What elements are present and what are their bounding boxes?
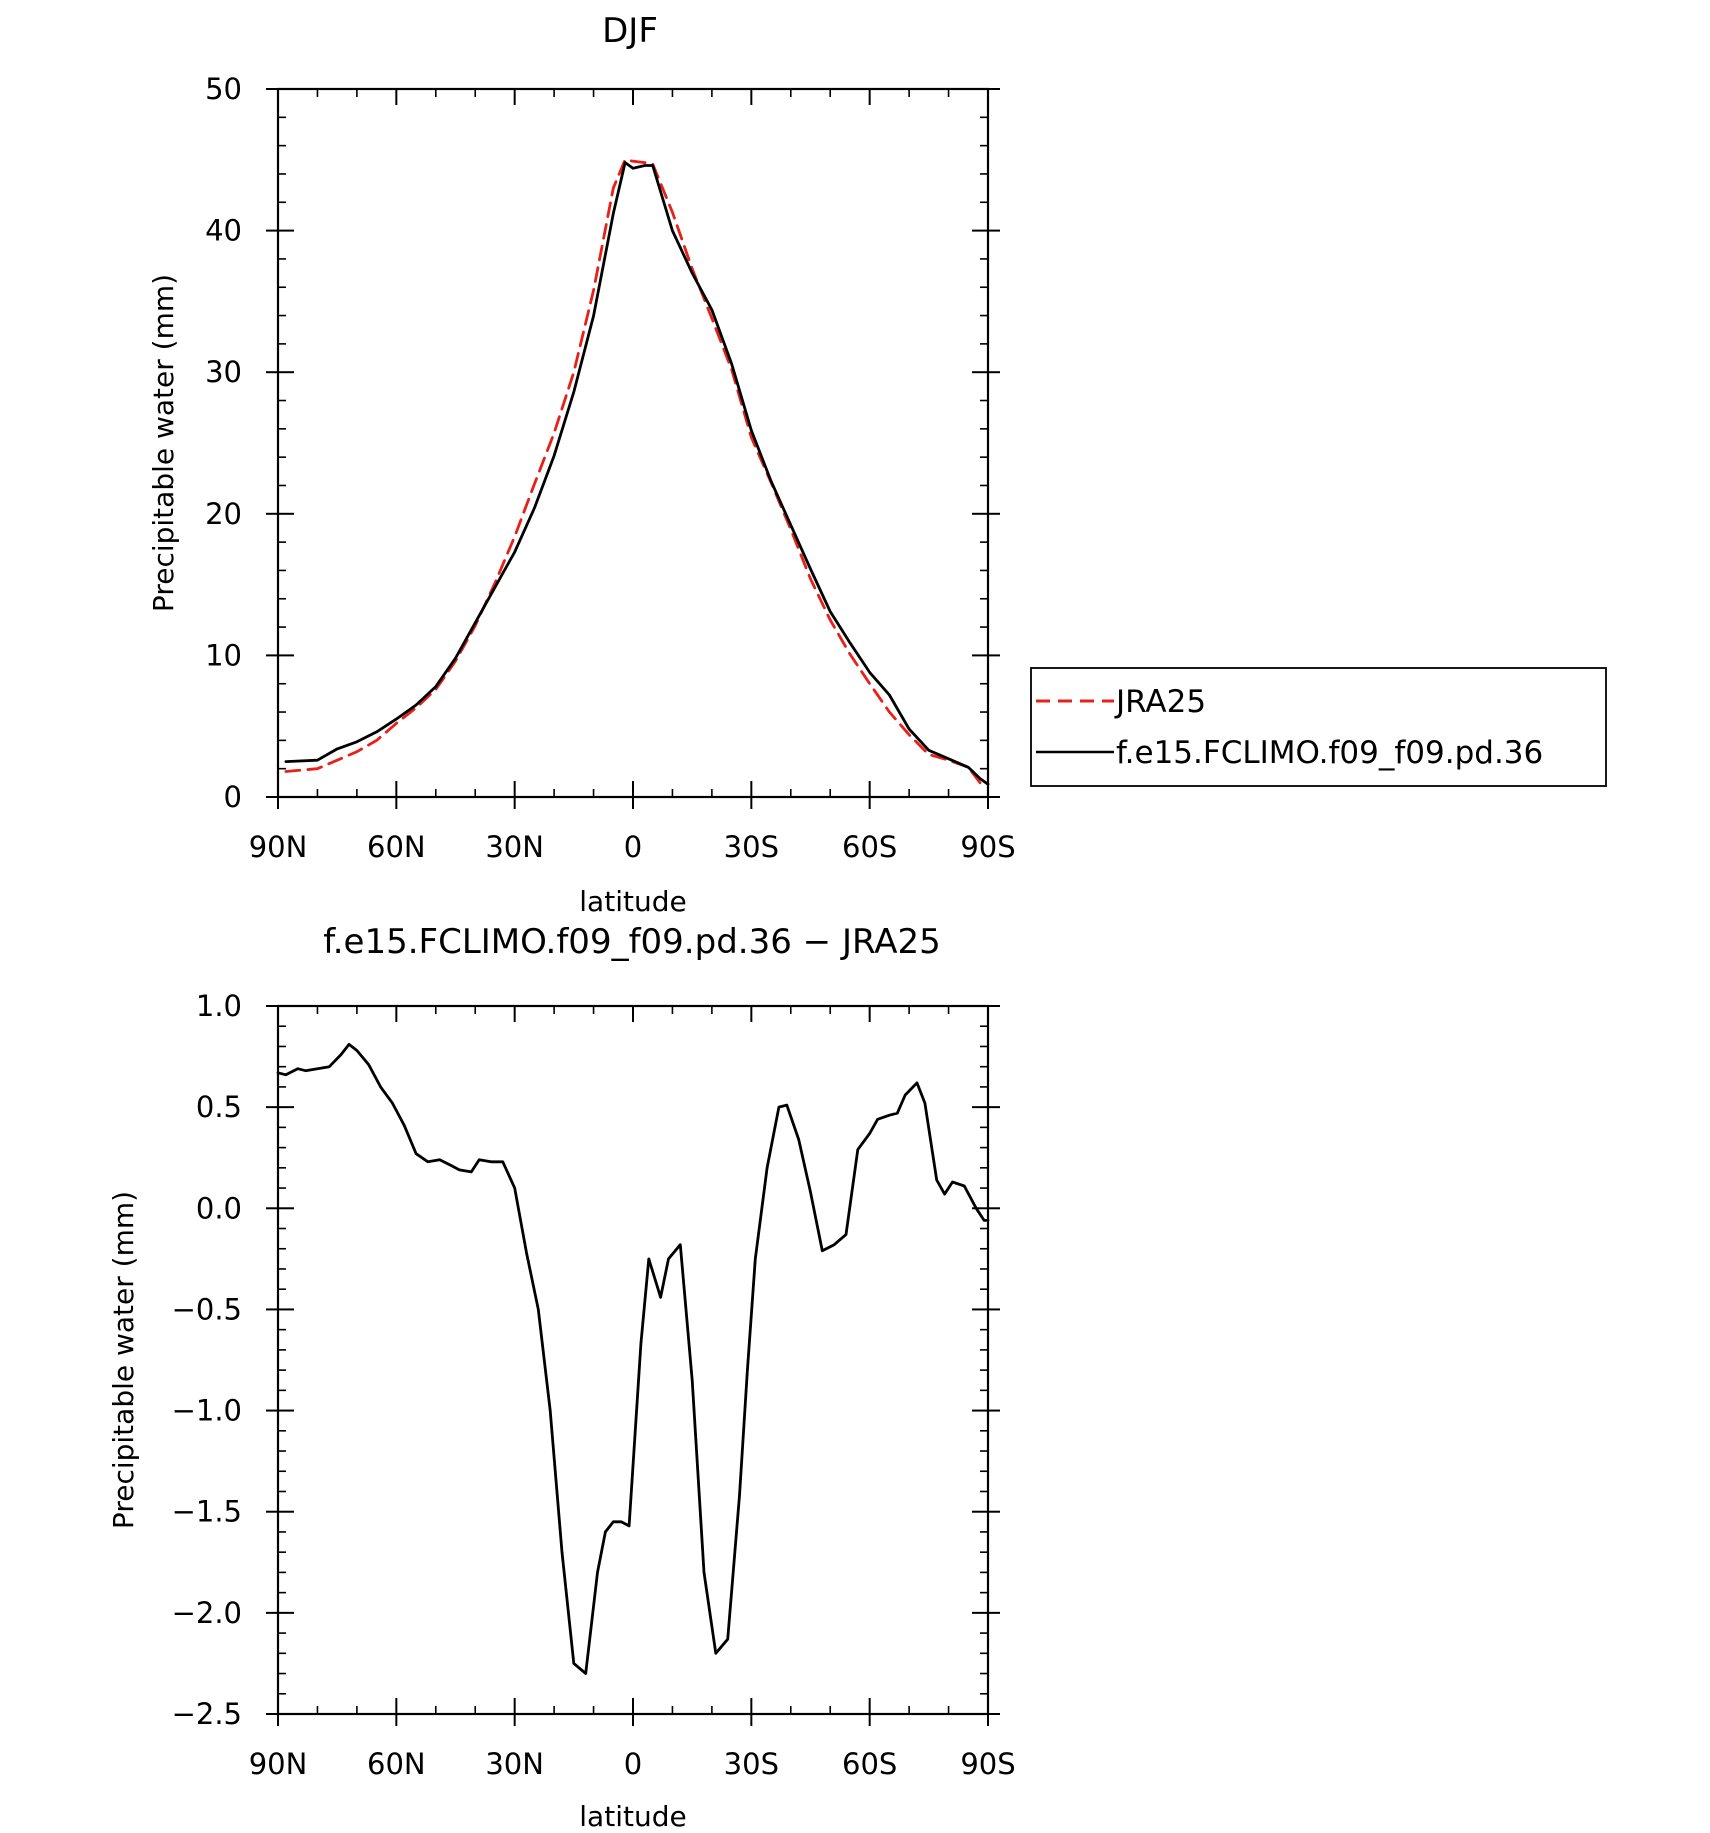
legend-label-jra25: JRA25 xyxy=(1114,684,1206,720)
y-tick-label: 30 xyxy=(205,355,242,389)
x-tick-label: 30N xyxy=(485,830,544,864)
panel-title: DJF xyxy=(602,11,658,51)
y-tick-label: 20 xyxy=(205,497,242,531)
x-tick-labels: 90N 60N 30N 0 30S 60S 90S xyxy=(249,1747,1016,1781)
x-tick-label: 90N xyxy=(249,1747,308,1781)
x-tick-label: 0 xyxy=(624,830,642,864)
y-tick-label: −2.5 xyxy=(172,1697,242,1731)
x-tick-label: 90S xyxy=(960,1747,1015,1781)
y-tick-label: 0.5 xyxy=(196,1090,242,1124)
x-tick-label: 90N xyxy=(249,830,308,864)
x-tick-label: 60N xyxy=(367,830,426,864)
x-tick-label: 60S xyxy=(842,830,897,864)
panel-difference: f.e15.FCLIMO.f09_f09.pd.36 − JRA25 90N 60… xyxy=(107,922,1016,1833)
y-tick-label: 10 xyxy=(205,638,242,672)
legend-box xyxy=(1030,667,1607,787)
series-line-f-e15-fclimo-f09-f09-pd-36 xyxy=(284,161,990,786)
y-tick-label: −1.5 xyxy=(172,1495,242,1529)
series-line-difference-0 xyxy=(276,1043,990,1675)
x-tick-label: 60N xyxy=(367,1747,426,1781)
axis-ticks xyxy=(266,1005,1000,1726)
y-tick-label: −1.0 xyxy=(172,1394,242,1428)
legend-label-model: f.e15.FCLIMO.f09_f09.pd.36 xyxy=(1116,735,1543,771)
x-axis-label: latitude xyxy=(579,1800,686,1833)
plot-frame xyxy=(276,1004,990,1716)
x-tick-labels: 90N 60N 30N 0 30S 60S 90S xyxy=(249,830,1016,864)
x-tick-label: 30S xyxy=(724,830,779,864)
x-tick-label: 90S xyxy=(960,830,1015,864)
series-group xyxy=(284,158,990,786)
y-tick-label: −2.0 xyxy=(172,1596,242,1630)
panel-djf: DJF 90N 60N 30N 0 30S 60S 90S 0 10 20 30 40 50 lati… xyxy=(147,11,1607,918)
x-tick-label: 0 xyxy=(624,1747,642,1781)
y-tick-label: 50 xyxy=(205,72,242,106)
y-tick-labels: 0 10 20 30 40 50 xyxy=(205,72,242,814)
plot-frame xyxy=(276,87,990,799)
legend: JRA25 f.e15.FCLIMO.f09_f09.pd.36 xyxy=(1030,667,1607,787)
y-tick-label: −0.5 xyxy=(172,1292,242,1326)
y-tick-label: 1.0 xyxy=(196,989,242,1023)
panel-title: f.e15.FCLIMO.f09_f09.pd.36 − JRA25 xyxy=(323,922,941,962)
y-axis-label: Precipitable water (mm) xyxy=(147,274,180,612)
y-tick-label: 40 xyxy=(205,214,242,248)
y-axis-label: Precipitable water (mm) xyxy=(107,1191,140,1529)
series-group xyxy=(276,1043,990,1675)
x-tick-label: 30S xyxy=(724,1747,779,1781)
x-axis-label: latitude xyxy=(579,885,686,918)
y-tick-label: 0 xyxy=(224,780,242,814)
x-tick-label: 30N xyxy=(485,1747,544,1781)
y-tick-label: 0.0 xyxy=(196,1191,242,1225)
y-tick-labels: 1.0 0.5 0.0 −0.5 −1.0 −1.5 −2.0 −2.5 xyxy=(172,989,242,1731)
x-tick-label: 60S xyxy=(842,1747,897,1781)
axis-ticks xyxy=(266,88,1000,809)
series-line-jra25 xyxy=(284,158,990,786)
